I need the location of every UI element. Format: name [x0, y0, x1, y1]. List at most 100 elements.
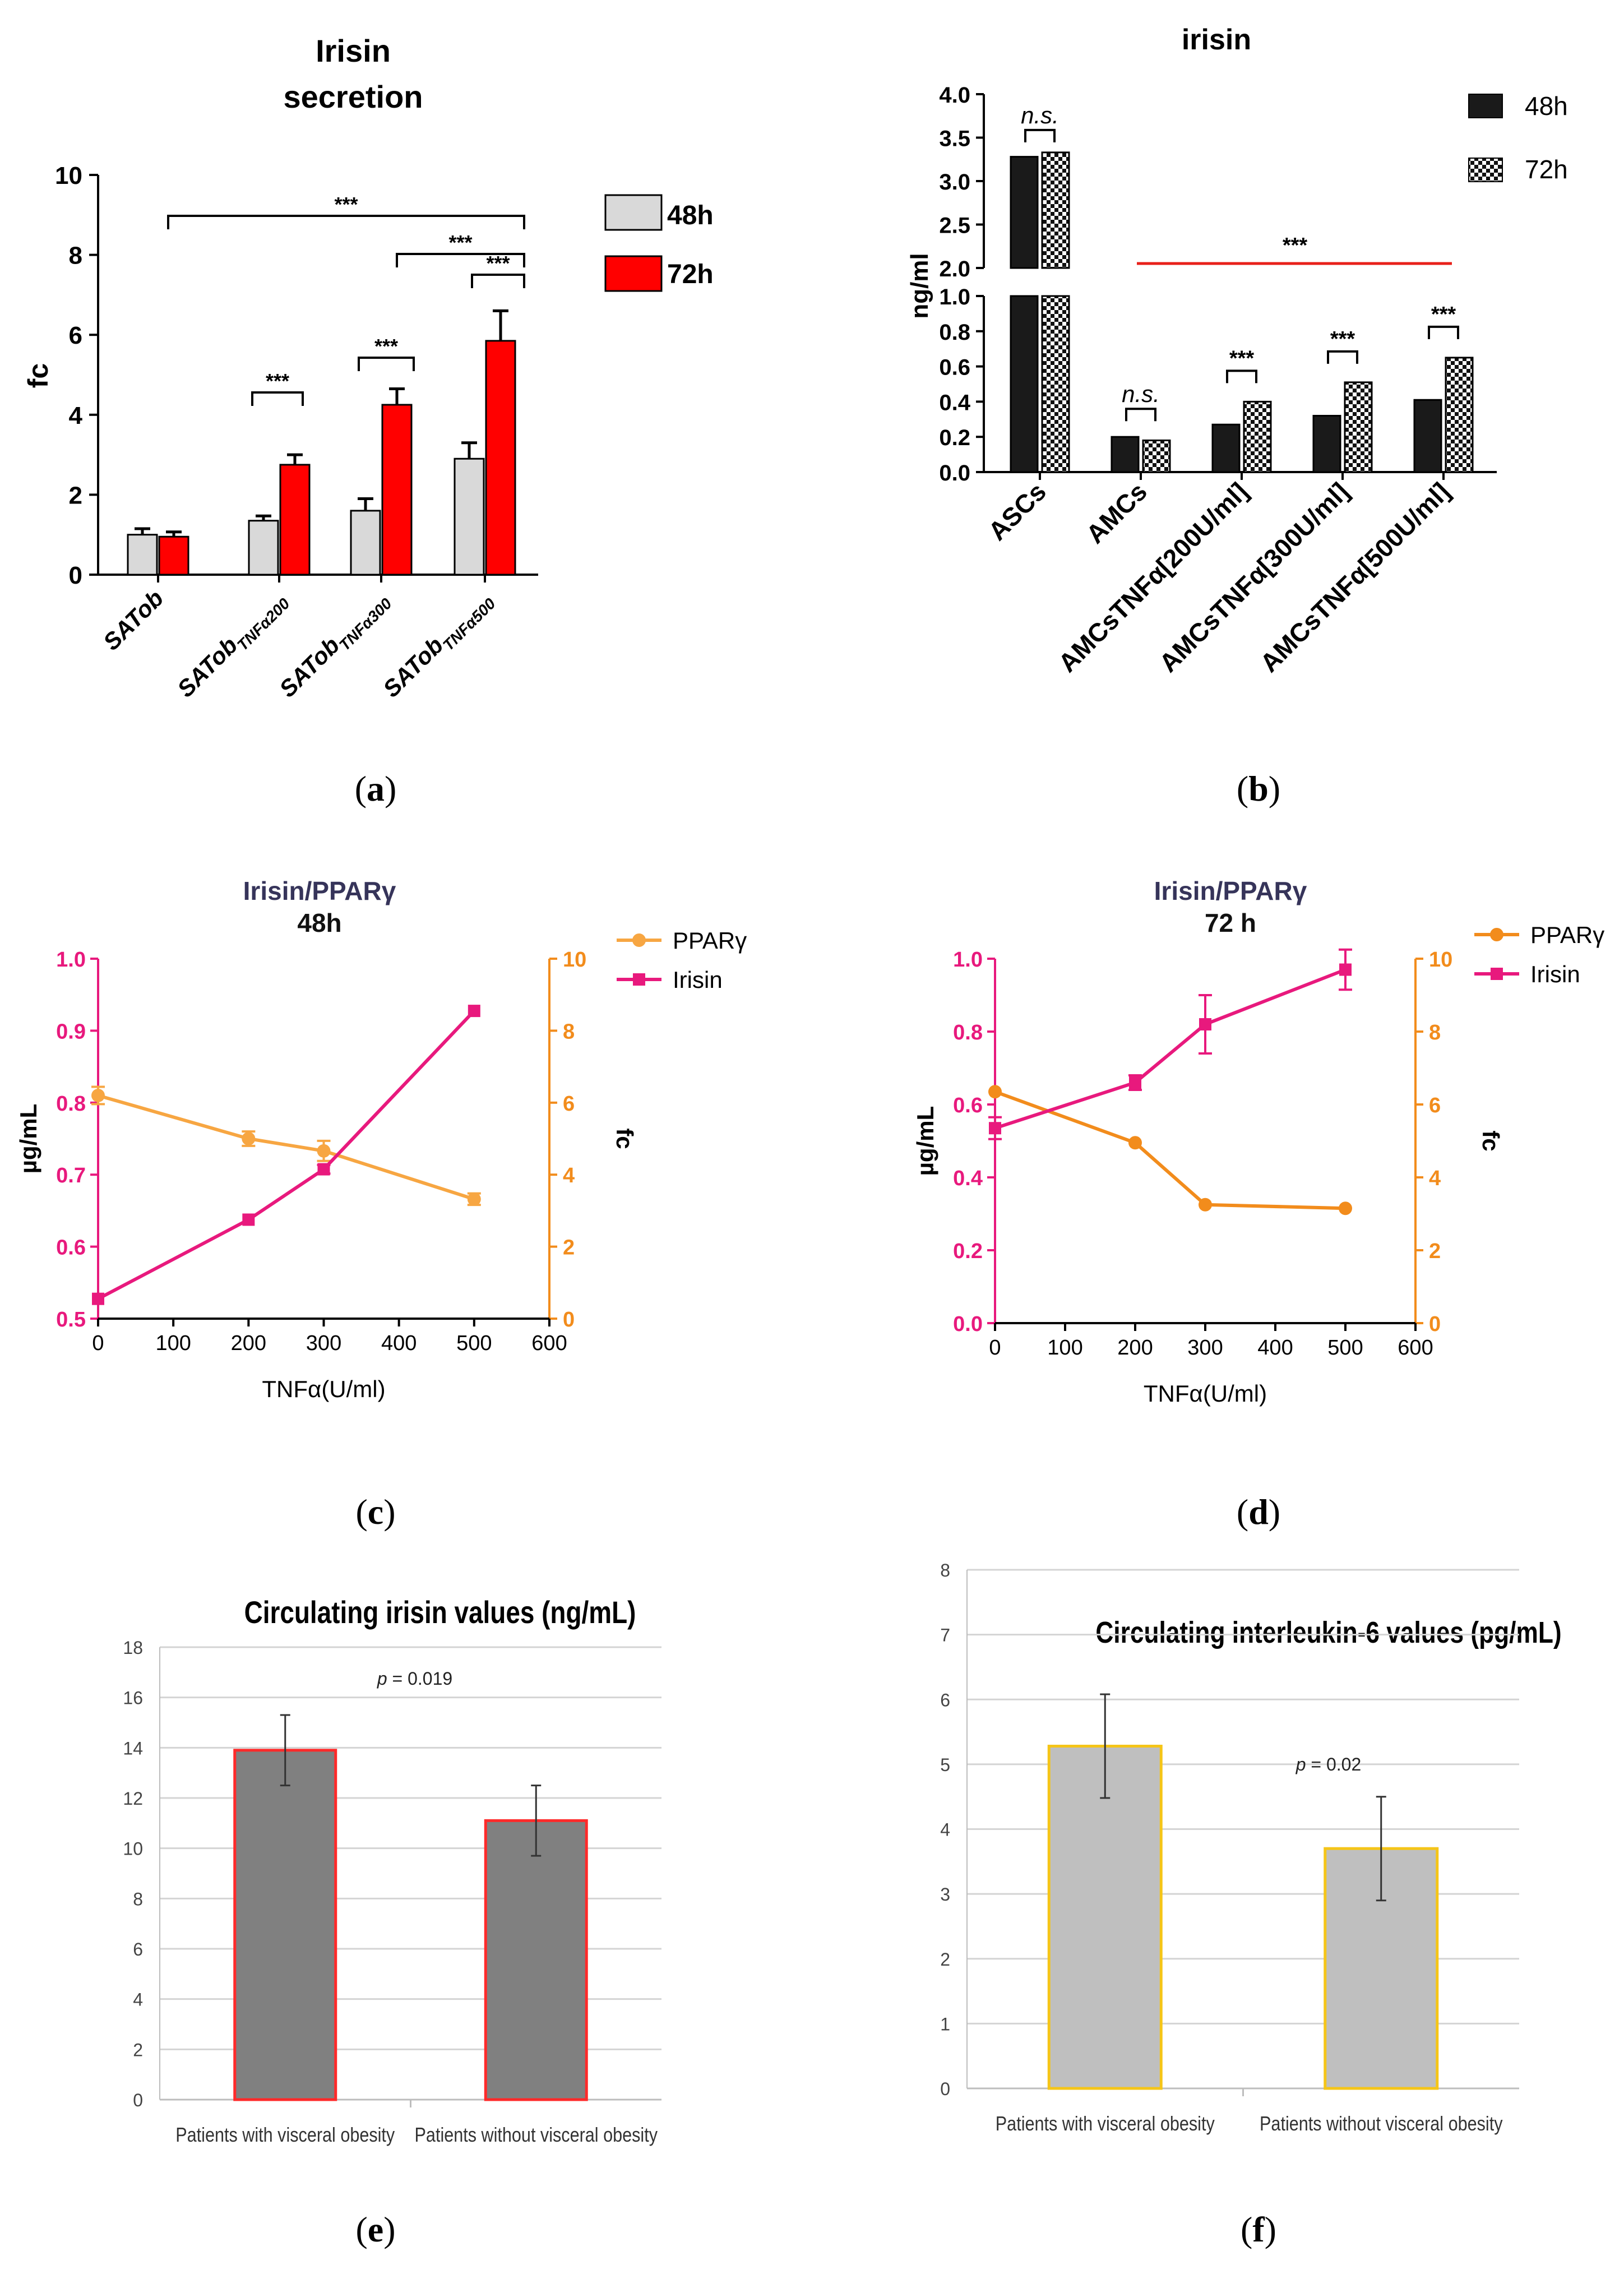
marker-PPARγ-2	[1199, 1198, 1212, 1212]
y-tick-label: 0	[133, 2090, 143, 2110]
marker-Irisin-1	[242, 1213, 255, 1226]
p-value-annotation: p = 0.019	[377, 1668, 452, 1689]
y-tick-label: 2	[133, 2040, 143, 2060]
y-tick-label: 1.0	[939, 285, 970, 309]
caption-a-close: )	[385, 769, 397, 808]
p-value-number: = 0.02	[1306, 1754, 1362, 1774]
bar-48h-1	[1111, 436, 1140, 473]
y-tick-label-right: 0	[563, 1308, 575, 1332]
sig-label-3: ***	[1229, 346, 1255, 370]
y-tick-label-left: 1.0	[953, 948, 983, 972]
legend-label-72h: 72h	[667, 260, 714, 289]
y-tick-label: 0	[69, 562, 82, 589]
sig-bracket-5	[1428, 325, 1459, 339]
y-tick-label-left: 0.8	[56, 1092, 86, 1116]
y-tick-label-right: 4	[563, 1164, 575, 1187]
chart-title: Circulating irisin values (ng/mL)	[244, 1595, 636, 1630]
caption-c-open: (	[355, 1492, 368, 1532]
y-tick-label-right: 6	[563, 1092, 575, 1116]
chart-title-line1: Irisin/PPARγ	[243, 876, 396, 905]
y-axis-label: ng/ml	[906, 253, 933, 318]
legend-label-72h: 72h	[1525, 155, 1568, 184]
y-tick-label: 5	[940, 1755, 950, 1775]
y-tick-label-right: 0	[1429, 1312, 1441, 1336]
sig-label-3: ***	[448, 231, 472, 254]
y-tick-label: 8	[940, 1560, 950, 1580]
y-tick-label: 10	[123, 1839, 143, 1859]
marker-Irisin-1	[1129, 1076, 1141, 1089]
y-tick-label: 2.5	[939, 214, 970, 238]
y-axis-label-left: µg/mL	[15, 1104, 41, 1174]
sig-bracket-0	[1024, 128, 1056, 142]
error-bar-48h-0	[135, 527, 150, 535]
bar-0	[1047, 1745, 1163, 2090]
error-bar-48h-3	[461, 441, 477, 459]
y-axis-label: fc	[22, 363, 54, 388]
caption-b-close: )	[1268, 769, 1281, 808]
y-tick-label-left: 0.4	[953, 1167, 983, 1190]
x-tick-label-2: AMCsTNFα[200U/ml]	[1052, 477, 1253, 678]
sig-label-0: ***	[334, 193, 358, 216]
bar-72h-3	[1344, 381, 1373, 473]
legend-label-48h: 48h	[1525, 91, 1568, 121]
bar-0	[233, 1749, 337, 2101]
y-tick-label-left: 0.0	[953, 1312, 983, 1336]
y-tick-label: 8	[133, 1889, 143, 1909]
bar-48h-4	[1413, 399, 1442, 473]
x-tick-label-sub: TNFα200	[234, 595, 293, 654]
y-tick-label: 4	[940, 1820, 950, 1840]
sig-label-1: n.s.	[1122, 381, 1160, 407]
y-tick-label-left: 0.7	[56, 1164, 86, 1187]
sig-bracket-1	[251, 391, 304, 406]
sig-label-5: ***	[1431, 303, 1456, 326]
y-tick-label: 0.8	[939, 320, 970, 345]
bar-48h-3	[1312, 415, 1341, 473]
sig-bracket-3	[1226, 369, 1257, 383]
y-tick-label: 0	[940, 2079, 950, 2099]
y-tick-label: 2	[69, 482, 82, 509]
x-tick-label-1: Patients without visceral obesity	[415, 2124, 658, 2147]
p-value-number: = 0.019	[387, 1668, 453, 1689]
marker-Irisin-3	[468, 1005, 480, 1018]
x-tick-label: 0	[92, 1332, 104, 1355]
y-tick-label: 6	[133, 1939, 143, 1959]
x-tick-label-3: SATobTNFα500	[378, 585, 499, 706]
caption-d-close: )	[1268, 1492, 1281, 1532]
x-axis-label: TNFα(U/ml)	[262, 1376, 385, 1402]
y-tick-label: 2	[940, 1949, 950, 1970]
panel-c: Irisin/PPARγ 48h 0.5 0.6 0.7 0.8 0.9 1.0 0 2 4 6 8 10…	[0, 863, 807, 1480]
caption-b-open: (	[1236, 769, 1249, 808]
x-tick-label: 300	[1187, 1336, 1223, 1360]
bar-48h-0	[127, 534, 158, 576]
x-tick-label-2: SATobTNFα300	[274, 585, 395, 706]
bar-48h-0-upper	[1010, 156, 1039, 269]
caption-a-open: (	[354, 769, 367, 808]
marker-PPARγ-1	[1128, 1136, 1142, 1150]
x-tick-label-main: SATob	[98, 585, 169, 655]
marker-PPARγ-0	[91, 1088, 105, 1102]
x-tick-label-main: SATob	[274, 632, 345, 702]
error-bar-72h-3	[493, 309, 508, 341]
caption-d-open: (	[1236, 1492, 1249, 1532]
y-tick-label-right: 6	[1429, 1094, 1441, 1117]
marker-PPARγ-3	[467, 1192, 481, 1206]
x-tick-label-1: SATobTNFα200	[172, 585, 293, 706]
series-line-PPARγ	[994, 1090, 1346, 1210]
caption-b-letter: b	[1248, 769, 1269, 808]
bar-72h-0	[158, 535, 189, 576]
caption-c: (c)	[320, 1491, 432, 1533]
x-tick-label-sub: TNFα500	[439, 595, 499, 654]
legend-swatch-48h	[1468, 94, 1503, 118]
caption-f-open: (	[1241, 2210, 1253, 2249]
x-tick-label-0: Patients with visceral obesity	[996, 2113, 1215, 2136]
chart-title-line2: secretion	[284, 79, 423, 114]
y-axis-label-right: fc	[1478, 1130, 1504, 1151]
error-bar-72h-1	[287, 453, 303, 465]
x-tick-label: 200	[231, 1332, 266, 1355]
x-tick-label: 0	[989, 1336, 1001, 1360]
bar-72h-1	[279, 464, 311, 576]
series-line-Irisin	[97, 1010, 476, 1301]
error-bar-1	[531, 1785, 542, 1857]
caption-b: (b)	[1202, 768, 1315, 810]
y-tick-label: 7	[940, 1625, 950, 1645]
